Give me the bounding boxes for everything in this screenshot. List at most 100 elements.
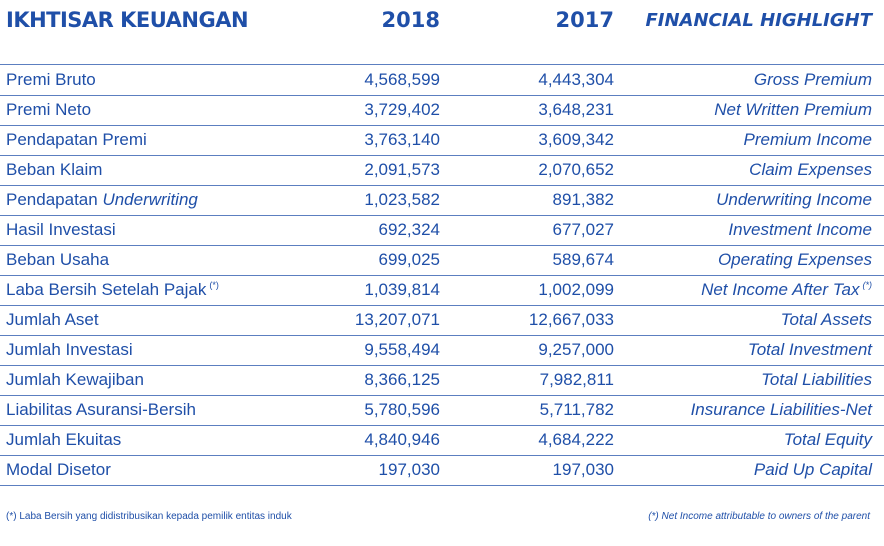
row-label-english: Total Assets [781,310,872,330]
value-2017: 1,002,099 [538,280,614,299]
row-label-english-text: Net Income After Tax [701,280,860,299]
row-label-english: Operating Expenses [718,250,872,270]
value-2018: 9,558,494 [364,340,440,359]
row-label-indonesian: Liabilitas Asuransi-Bersih [6,400,196,420]
footnote-marker: (*) [209,280,219,291]
row-label-text: Pendapatan [6,190,98,209]
row-label-text: Jumlah Aset [6,310,99,329]
row-label-english: Total Liabilities [761,370,872,390]
table-row: Premi Neto 3,729,402 3,648,231 Net Written … [0,96,884,126]
header-divider [0,64,884,65]
row-label-text: Beban Usaha [6,250,110,269]
footnote-marker: (*) [862,280,873,291]
value-2018: 1,023,582 [364,190,440,209]
row-label-text: Premi Bruto [6,70,96,89]
row-label-text: Hasil Investasi [6,220,116,239]
row-label-english: Gross Premium [754,70,872,90]
row-label-indonesian: Jumlah Kewajiban [6,370,144,390]
table-row: Jumlah Kewajiban 8,366,125 7,982,811 Total … [0,366,884,396]
value-2017: 3,648,231 [538,100,614,119]
row-label-english-text: Total Investment [747,340,872,359]
value-2017: 12,667,033 [528,310,614,329]
row-label-italic: Underwriting [102,190,198,209]
value-2018: 692,324 [378,220,440,239]
row-label-english: Net Written Premium [714,100,872,120]
row-label-english: Premium Income [744,130,872,150]
row-label-text: Jumlah Kewajiban [6,370,144,389]
value-2018: 4,840,946 [364,430,440,449]
value-2017: 2,070,652 [538,160,614,179]
row-label-english-text: Premium Income [743,130,872,149]
row-label-indonesian: Jumlah Investasi [6,340,133,360]
row-label-english-text: Underwriting Income [716,190,872,209]
row-label-english-text: Total Assets [780,310,872,329]
row-label-english-text: Investment Income [728,220,872,239]
row-label-indonesian: Laba Bersih Setelah Pajak (*) [6,280,219,300]
table-row: Jumlah Investasi 9,558,494 9,257,000 Total … [0,336,884,366]
value-2018: 3,763,140 [364,130,440,149]
row-label-english: Insurance Liabilities-Net [691,400,872,420]
footnote-english: (*) Net Income attributable to owners of… [648,511,870,522]
row-label-english-text: Total Liabilities [761,370,872,389]
row-label-indonesian: Modal Disetor [6,460,111,480]
table-row: Jumlah Aset 13,207,071 12,667,033 Total Ass… [0,306,884,336]
value-2017: 891,382 [552,190,614,209]
footnote-indonesian: (*) Laba Bersih yang didistribusikan kep… [6,511,292,522]
value-2018: 2,091,573 [364,160,440,179]
value-2017: 3,609,342 [538,130,614,149]
value-2018: 1,039,814 [364,280,440,299]
row-label-english: Total Equity [784,430,872,450]
row-label-english-text: Total Equity [783,430,872,449]
row-label-text: Beban Klaim [6,160,103,179]
row-label-text: Premi Neto [6,100,92,119]
table-row: Beban Klaim 2,091,573 2,070,652 Claim Expen… [0,156,884,186]
row-label-english: Paid Up Capital [754,460,872,480]
value-2017: 7,982,811 [539,370,614,389]
row-label-indonesian: Jumlah Ekuitas [6,430,121,450]
row-label-indonesian: Hasil Investasi [6,220,116,240]
row-label-english-text: Paid Up Capital [753,460,872,479]
row-label-english: Claim Expenses [749,160,872,180]
row-label-indonesian: Premi Bruto [6,70,96,90]
column-header-2018: 2018 [381,8,440,32]
table-row: Beban Usaha 699,025 589,674 Operating Expen… [0,246,884,276]
row-label-english: Investment Income [728,220,872,240]
value-2018: 4,568,599 [364,70,440,89]
table-row: Hasil Investasi 692,324 677,027 Investment … [0,216,884,246]
row-label-english-text: Gross Premium [753,70,872,89]
value-2018: 197,030 [378,460,440,479]
row-label-english: Total Investment [748,340,872,360]
value-2017: 4,684,222 [538,430,614,449]
value-2018: 699,025 [378,250,440,269]
table-row: Liabilitas Asuransi-Bersih 5,780,596 5,711… [0,396,884,426]
row-label-indonesian: Jumlah Aset [6,310,99,330]
row-label-indonesian: Premi Neto [6,100,91,120]
row-label-text: Pendapatan Premi [6,130,147,149]
financial-table: Premi Bruto 4,568,599 4,443,304 Gross Premi… [0,66,884,486]
row-label-english-text: Operating Expenses [717,250,872,269]
value-2017: 589,674 [552,250,614,269]
table-row: Laba Bersih Setelah Pajak (*) 1,039,814 1,0… [0,276,884,306]
row-label-english-text: Insurance Liabilities-Net [690,400,872,419]
table-row: Pendapatan Premi 3,763,140 3,609,342 Premiu… [0,126,884,156]
row-label-text: Laba Bersih Setelah Pajak [6,280,207,299]
table-row: Premi Bruto 4,568,599 4,443,304 Gross Premi… [0,66,884,96]
page-title: IKHTISAR KEUANGAN [6,8,249,32]
row-label-indonesian: Pendapatan Premi [6,130,147,150]
column-header-2017: 2017 [555,8,614,32]
row-label-text: Jumlah Investasi [6,340,133,359]
row-label-indonesian: Pendapatan Underwriting [6,190,198,210]
row-label-indonesian: Beban Klaim [6,160,102,180]
table-header: IKHTISAR KEUANGAN 2018 2017 FINANCIAL HI… [0,4,884,36]
value-2018: 3,729,402 [364,100,440,119]
table-row: Pendapatan Underwriting 1,023,582 891,382 U… [0,186,884,216]
row-label-english-text: Net Written Premium [714,100,872,119]
row-label-text: Liabilitas Asuransi-Bersih [6,400,196,419]
table-row: Jumlah Ekuitas 4,840,946 4,684,222 Total Eq… [0,426,884,456]
value-2017: 9,257,000 [538,340,614,359]
value-2018: 8,366,125 [364,370,440,389]
row-label-english-text: Claim Expenses [749,160,872,179]
row-label-text: Modal Disetor [6,460,111,479]
value-2017: 197,030 [552,460,614,479]
value-2017: 5,711,782 [539,400,614,419]
